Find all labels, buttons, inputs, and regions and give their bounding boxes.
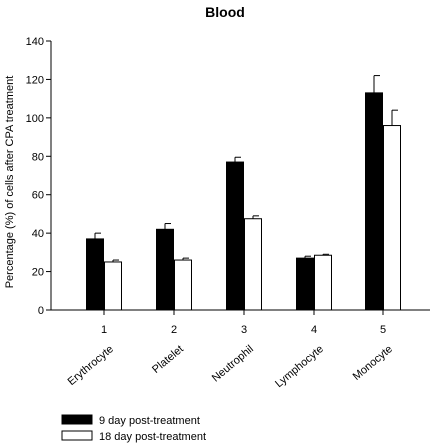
y-tick-label: 100 (26, 113, 44, 125)
category-label: Platelet (150, 343, 186, 376)
y-axis-label: Percentage (%) of cells after CPA treatm… (4, 76, 16, 289)
y-tick-label: 20 (32, 267, 44, 279)
y-tick-label: 60 (32, 190, 44, 202)
bar (314, 254, 332, 311)
legend-swatch (61, 414, 93, 425)
legend-swatch (61, 430, 93, 441)
category-label: Neutrophil (210, 343, 256, 384)
bar (174, 259, 192, 311)
bar (226, 161, 244, 311)
bar (156, 228, 174, 311)
legend: 9 day post-treatment 18 day post-treatmen… (61, 414, 206, 443)
chart-title: Blood (205, 4, 245, 20)
bar (244, 218, 262, 311)
x-tick-label: 4 (311, 324, 317, 336)
legend-label: 9 day post-treatment (99, 415, 200, 427)
bar (296, 257, 314, 311)
bar (104, 261, 122, 311)
category-label: Lymphocyte (273, 343, 326, 390)
bar (383, 125, 401, 311)
x-tick-label: 3 (241, 324, 247, 336)
y-tick-label: 40 (32, 228, 44, 240)
y-tick-label: 140 (26, 36, 44, 48)
x-tick-label: 5 (380, 324, 386, 336)
x-tick-label: 1 (101, 324, 107, 336)
bar (86, 238, 104, 311)
y-tick-label: 80 (32, 151, 44, 163)
bar (365, 92, 383, 311)
y-tick-label: 120 (26, 74, 44, 86)
category-label: Monocyte (351, 343, 395, 383)
legend-label: 18 day post-treatment (99, 431, 206, 443)
x-tick-label: 2 (171, 324, 177, 336)
y-tick-label: 0 (38, 305, 44, 317)
plot-area: 0 20 40 60 80 100 120 140 1 Erythrocyte 2 Platelet 3… (26, 36, 430, 390)
category-label: Erythrocyte (66, 343, 116, 388)
